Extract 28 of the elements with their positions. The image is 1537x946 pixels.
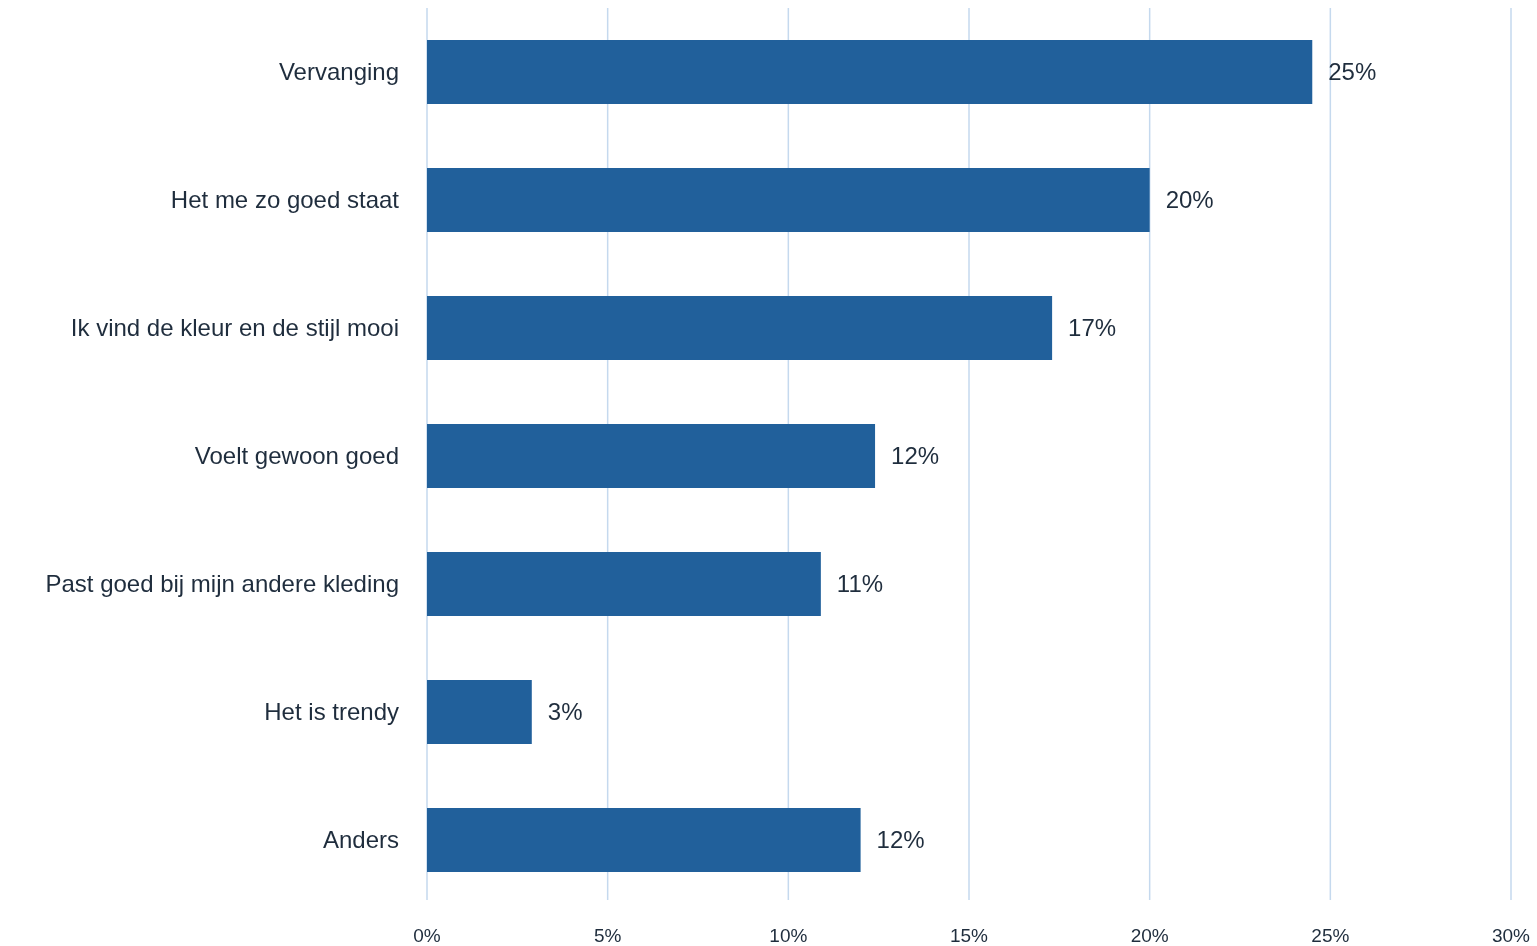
data-label: 20%: [1165, 186, 1214, 214]
data-label: 17%: [1068, 314, 1117, 342]
bar: [427, 40, 1313, 104]
data-label: 3%: [547, 698, 583, 726]
bar: [427, 168, 1150, 232]
bar: [427, 296, 1053, 360]
y-tick-label: Vervanging: [278, 58, 399, 86]
data-label: 11%: [836, 570, 884, 598]
y-tick-label: Ik vind de kleur en de stijl mooi: [70, 314, 399, 342]
bar: [427, 424, 876, 488]
data-label: 25%: [1328, 58, 1377, 86]
x-tick-label: 15%: [949, 925, 989, 946]
y-tick-label: Het is trendy: [264, 698, 399, 726]
y-tick-label: Past goed bij mijn andere kleding: [45, 570, 399, 598]
x-tick-label: 20%: [1130, 925, 1169, 946]
x-tick-label: 25%: [1311, 925, 1350, 946]
bar: [427, 808, 861, 872]
bar: [427, 680, 532, 744]
data-label: 12%: [876, 826, 925, 854]
data-label: 12%: [891, 442, 940, 470]
x-tick-label: 10%: [769, 925, 808, 946]
bar: [427, 552, 821, 616]
y-tick-label: Voelt gewoon goed: [194, 442, 399, 470]
x-tick-label: 0%: [413, 925, 441, 946]
y-tick-label: Het me zo goed staat: [170, 186, 400, 214]
y-tick-label: Anders: [322, 826, 399, 854]
x-tick-label: 30%: [1491, 925, 1531, 946]
x-tick-label: 5%: [593, 925, 622, 946]
